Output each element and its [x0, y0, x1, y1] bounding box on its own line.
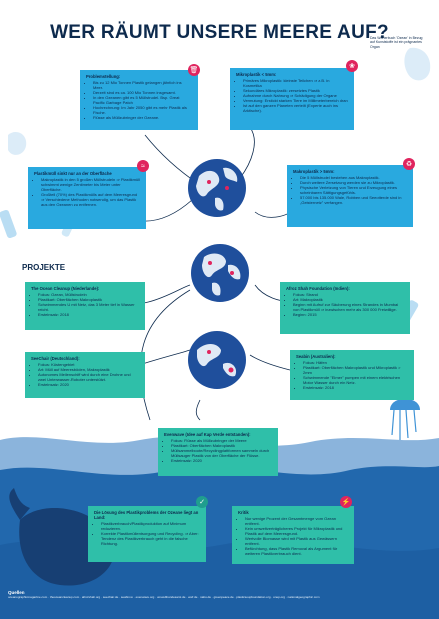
list-item: Bis zu 12 Mio Tonnen Plastik gelangen jä…	[93, 80, 192, 90]
globe-top	[188, 159, 246, 217]
list-item: In den Ozeanen gibt es 5 Müllstrudel. Bs…	[93, 95, 192, 105]
list-item: Fokus: Häfen	[303, 360, 408, 365]
poster-title: WER RÄUMT UNSERE MEERE AUF?	[50, 22, 389, 43]
list-item: Makroplastik in den 5 großen Müllstrudel…	[41, 177, 140, 192]
list-item: Müllsammelboote/Recyclingplattformen sam…	[171, 448, 272, 458]
project-heading: Seabin (Australien):	[296, 354, 336, 359]
list-item: Derzeit sind es ca. 100 Mio Tonnen insge…	[93, 90, 192, 95]
critique-heading: Kritik	[238, 510, 249, 515]
bottle-icon: ♻	[403, 158, 415, 170]
list-item: Korrekte Plastikmüllentsorgung und Recyc…	[101, 531, 200, 546]
project-heading: Evenwave (Idee auf Kap Verde entstanden)…	[164, 432, 251, 437]
list-item: Aufnahme durch Nahrung ⇒ Schädigung der …	[243, 93, 348, 98]
solution-list: Plastikverbrauch/Plastikproduktion auf M…	[94, 521, 200, 546]
list-item: Befürchtung, dass Plastik Removal als Ar…	[245, 546, 348, 556]
list-item: Physische Verletzung von Tieren und Erze…	[300, 185, 407, 195]
list-item: Autonomes Meilenschiff wird durch eine D…	[38, 372, 139, 382]
projects-heading: PROJEKTE	[22, 263, 66, 272]
project-list: Fokus: Flüsse als Müllzubringer der Meer…	[164, 438, 272, 463]
jellyfish-illustration	[390, 398, 420, 440]
surface-heading: Plastikmüll sinkt nur an der Oberfläche	[34, 171, 112, 176]
critique-box: Kritik Nur wenige Prozent der Gesamtmeng…	[232, 506, 354, 564]
project-seechair: SeeChair (Deutschland): Fokus: Küstengeb…	[25, 352, 145, 398]
project-list: Fokus: Ozean, Müllstrudeln Plastikart: O…	[31, 292, 139, 317]
list-item: Schwimmende "Eimer" pumpen mit einem ele…	[303, 375, 408, 385]
list-item: Fokus: Küstengebiet	[38, 362, 139, 367]
list-item: Durch weitere Zersetzung werden sie zu M…	[300, 180, 407, 185]
problem-box: Problemstellung: Bis zu 12 Mio Tonnen Pl…	[80, 70, 198, 130]
list-item: Ersteinsatz: 2018	[303, 385, 408, 390]
macroplastic-list: Die 5 Müllstrudel bestehen aus Makroplas…	[293, 175, 407, 205]
list-item: Art: Makroplastik	[293, 297, 404, 302]
project-list: Fokus: Strand Art: Makroplastik Beginn m…	[286, 292, 404, 317]
lightning-icon: ⚡	[340, 496, 352, 508]
list-item: Hochrechnung: Im Jahr 2050 gibt es mehr …	[93, 105, 192, 115]
list-item: Ersteinsatz: 2018	[38, 312, 139, 317]
project-heading: The Ocean Cleanup (Niederlande):	[31, 286, 100, 291]
side-note: Das Wörterbuch 'Ozean' in Bezug auf Kuns…	[370, 36, 423, 49]
microplastic-box: Mikroplastik < 5mm: Primäres Mikroplasti…	[230, 68, 354, 130]
globe-middle	[191, 244, 249, 302]
microplastic-list: Primäres Mikroplastik: kleinste Teilchen…	[236, 78, 348, 113]
surface-box: Plastikmüll sinkt nur an der Oberfläche …	[28, 167, 146, 229]
list-item: Großteil (70%) des Plastikmülls auf dem …	[41, 192, 140, 207]
solution-box: Die Lösung des Plastikproblems der Ozean…	[88, 506, 206, 562]
list-item: Beginn: 2015	[293, 312, 404, 317]
solution-heading: Die Lösung des Plastikproblems der Ozean…	[94, 510, 199, 520]
project-heading: SeeChair (Deutschland):	[31, 356, 80, 361]
microplastic-icon: ❀	[346, 60, 358, 72]
list-item: Ist auf den ganzen Planeten verteilt (Ex…	[243, 103, 348, 113]
problem-list: Bis zu 12 Mio Tonnen Plastik gelangen jä…	[86, 80, 192, 120]
list-item: Plastikart: Oberflächen Makroplastik	[38, 297, 139, 302]
surface-list: Makroplastik in den 5 großen Müllstrudel…	[34, 177, 140, 207]
list-item: Fokus: Strand	[293, 292, 404, 297]
sources-section: Quellen oceanographicmagazine.com · theo…	[8, 590, 432, 600]
plastic-bag-illustration	[8, 47, 431, 155]
list-item: Die 5 Müllstrudel bestehen aus Makroplas…	[300, 175, 407, 180]
list-item: Wertvolle Biomasse wird mit Plastik aus …	[245, 536, 348, 546]
macroplastic-box: Makroplastik > 5mm: Die 5 Müllstrudel be…	[287, 165, 413, 227]
microplastic-heading: Mikroplastik < 5mm:	[236, 72, 277, 77]
trash-can-icon: 🗑	[188, 64, 200, 76]
list-item: Flüsse als Müllzubringer der Ozeane.	[93, 115, 192, 120]
list-item: Ersteinsatz: 2020	[171, 458, 272, 463]
list-item: Plastikart: Oberflächen Makroplastik	[171, 443, 272, 448]
globe-bottom	[188, 331, 246, 389]
sources-text: oceanographicmagazine.com · theoceanclea…	[8, 595, 320, 599]
list-item: Vermutung: Erstickt starken Tiere im Mil…	[243, 98, 348, 103]
macroplastic-heading: Makroplastik > 5mm:	[293, 169, 335, 174]
list-item: Plastikverbrauch/Plastikproduktion auf M…	[101, 521, 200, 531]
list-item: Plastikart: Oberflächen Makroplastik und…	[303, 365, 408, 375]
project-list: Fokus: Häfen Plastikart: Oberflächen Mak…	[296, 360, 408, 390]
project-heading: Afroz Shah Foundation (Indien):	[286, 286, 350, 291]
list-item: Schwimmendes U mit Netz, das 3 Meter tie…	[38, 302, 139, 312]
list-item: Fokus: Flüsse als Müllzubringer der Meer…	[171, 438, 272, 443]
project-list: Fokus: Küstengebiet Art: Müll auf Meeres…	[31, 362, 139, 387]
project-ocean-cleanup: The Ocean Cleanup (Niederlande): Fokus: …	[25, 282, 145, 330]
problem-heading: Problemstellung:	[86, 74, 121, 79]
checkmark-icon: ✓	[196, 496, 208, 508]
list-item: Beginn mit Aufruf zur Säuberung eines St…	[293, 302, 404, 312]
list-item: Kein umweltverträglicheres Projekt für M…	[245, 526, 348, 536]
project-afroz-shah: Afroz Shah Foundation (Indien): Fokus: S…	[280, 282, 410, 334]
list-item: Nur wenige Prozent der Gesamtmenge vom O…	[245, 516, 348, 526]
project-seabin: Seabin (Australien): Fokus: Häfen Plasti…	[290, 350, 414, 400]
sources-heading: Quellen	[8, 590, 25, 595]
list-item: Fokus: Ozean, Müllstrudeln	[38, 292, 139, 297]
critique-list: Nur wenige Prozent der Gesamtmenge vom O…	[238, 516, 348, 556]
project-evenwave: Evenwave (Idee auf Kap Verde entstanden)…	[158, 428, 278, 476]
list-item: Sekundäres Mikroplastik: zersetztes Plas…	[243, 88, 348, 93]
list-item: Ersteinsatz: 2020	[38, 382, 139, 387]
list-item: Art: Müll auf Meeresböden, Makroplastik	[38, 367, 139, 372]
list-item: Primäres Mikroplastik: kleinste Teilchen…	[243, 78, 348, 88]
list-item: 57.000 bis 135.000 Wale, Robben und Seeo…	[300, 195, 407, 205]
wave-icon: ≈	[137, 160, 149, 172]
